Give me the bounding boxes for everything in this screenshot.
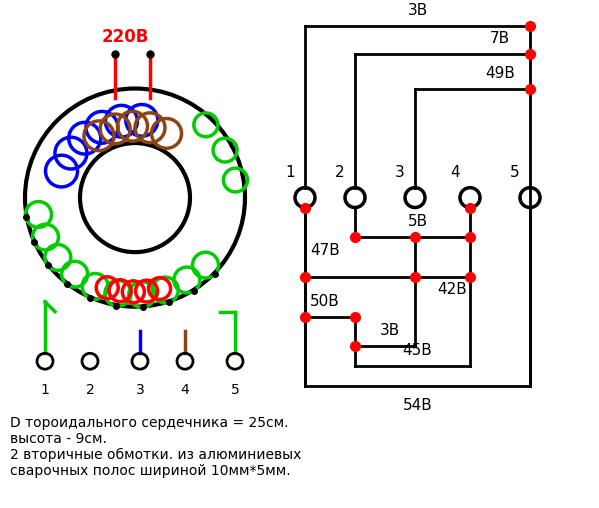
Text: 5: 5 [510, 165, 520, 180]
Text: 1: 1 [285, 165, 295, 180]
Text: 3В: 3В [380, 324, 400, 338]
Text: 3: 3 [135, 383, 144, 397]
Text: 47В: 47В [310, 243, 340, 258]
Text: 50В: 50В [310, 294, 340, 309]
Text: 2: 2 [335, 165, 345, 180]
Text: 4: 4 [450, 165, 460, 180]
Text: 42В: 42В [438, 282, 467, 297]
Text: 49В: 49В [485, 66, 515, 81]
Text: 220В: 220В [101, 28, 149, 46]
Text: 4: 4 [181, 383, 189, 397]
Text: 5: 5 [231, 383, 240, 397]
Text: D тороидального сердечника = 25см.
высота - 9см.
2 вторичные обмотки. из алюмини: D тороидального сердечника = 25см. высот… [10, 416, 301, 479]
Text: 45В: 45В [403, 343, 432, 358]
Text: 2: 2 [86, 383, 95, 397]
Text: 54В: 54В [403, 398, 432, 413]
Text: 3В: 3В [407, 3, 428, 18]
Text: 7В: 7В [490, 31, 510, 46]
Text: 3: 3 [395, 165, 405, 180]
Text: 1: 1 [41, 383, 50, 397]
Text: 5В: 5В [407, 214, 428, 229]
